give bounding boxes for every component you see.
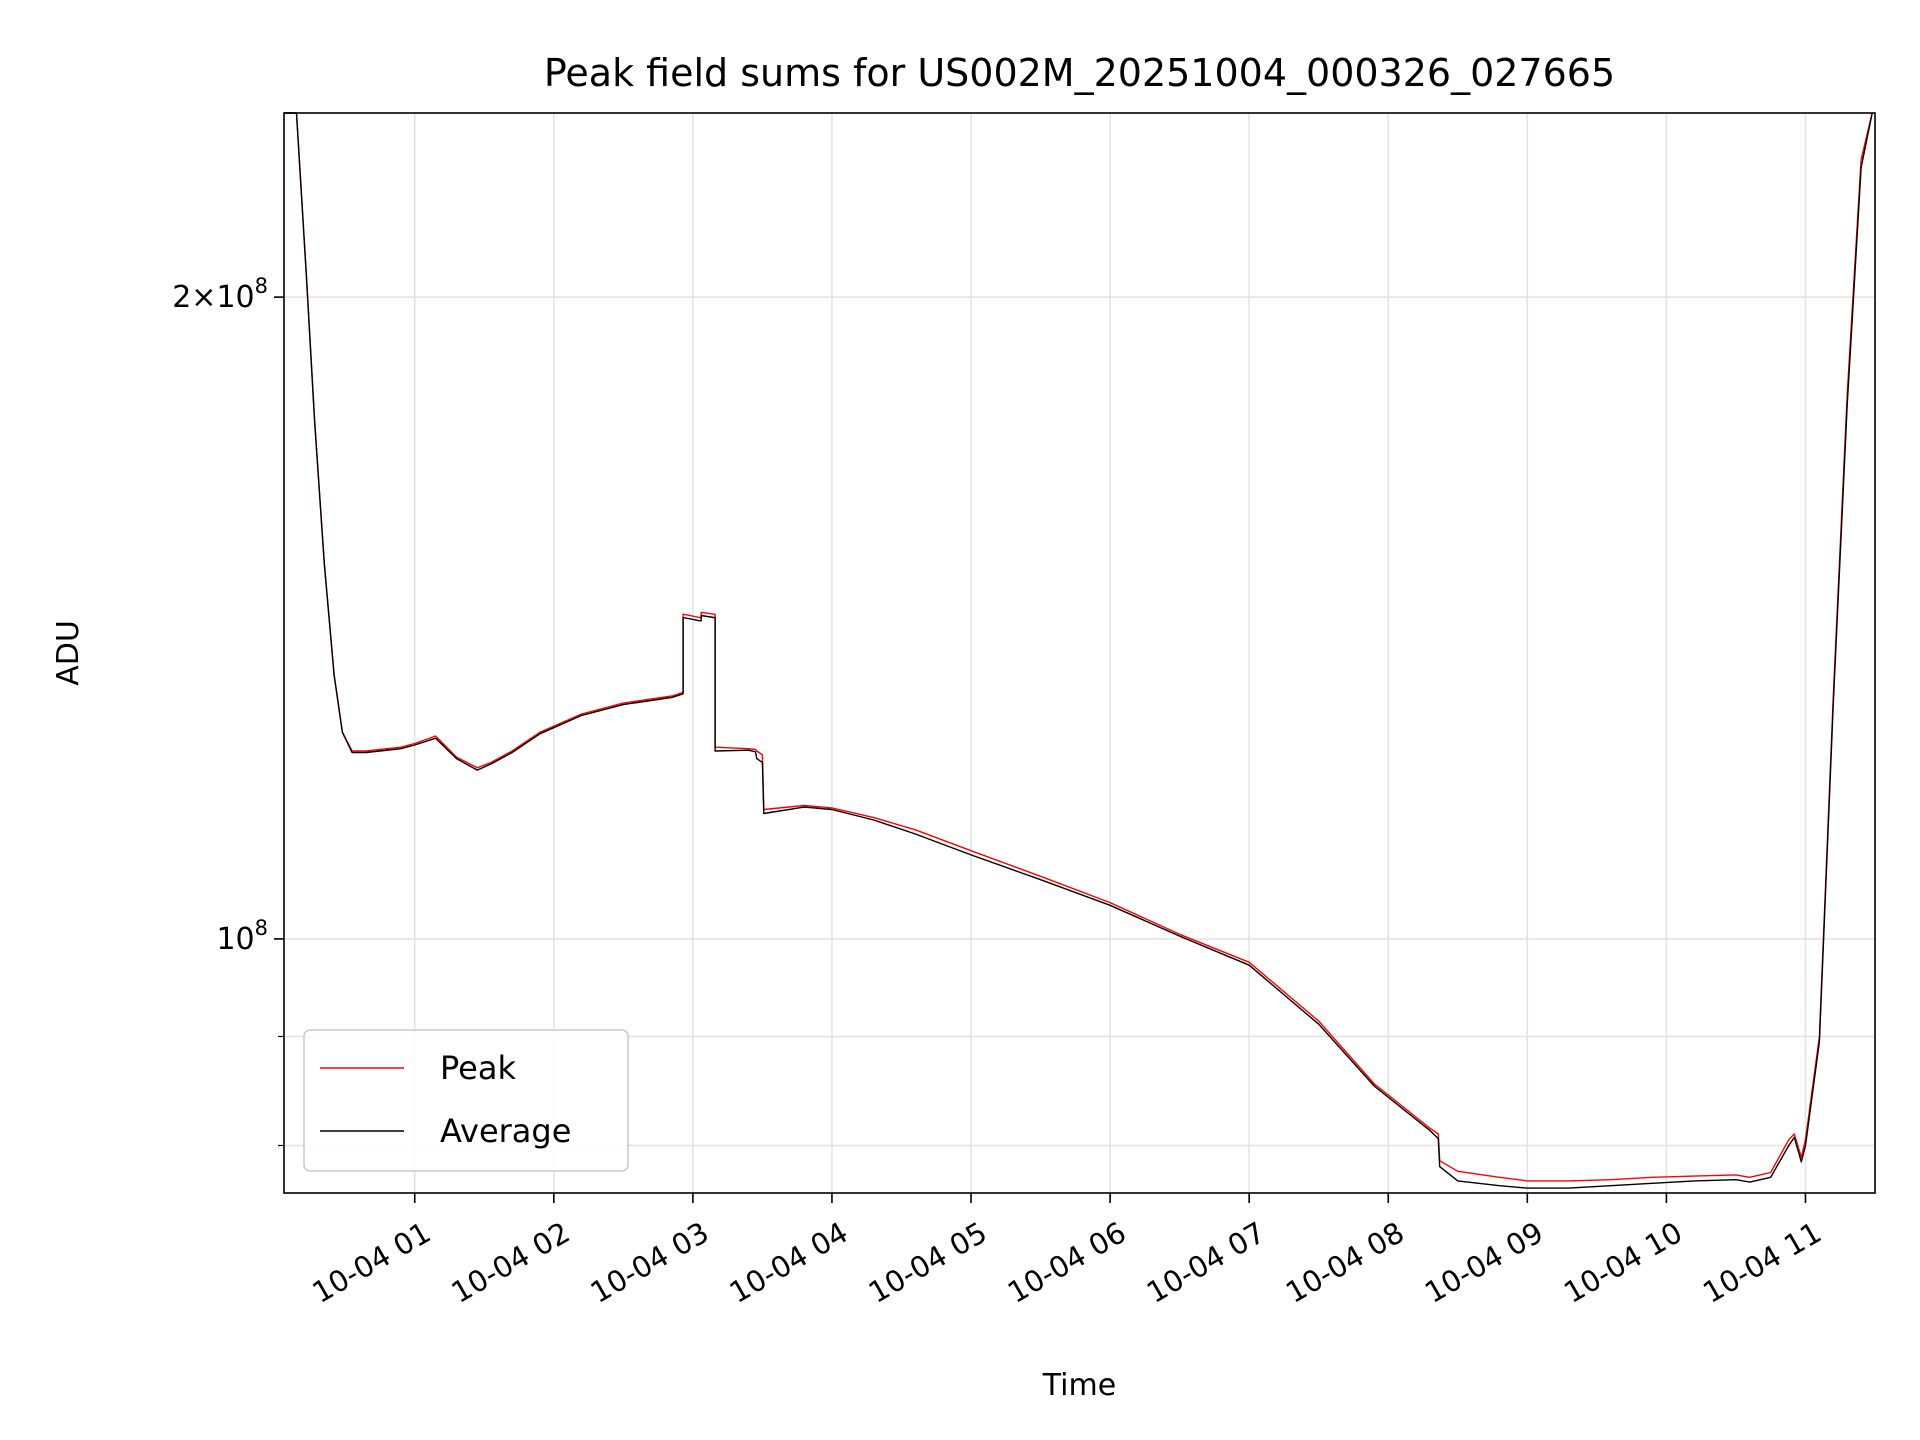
x-axis-label: Time	[1042, 1368, 1116, 1403]
y-tick-mantissa: 2×	[172, 280, 216, 315]
y-tick-base: 10	[216, 922, 254, 957]
series-line-average	[284, 112, 1873, 1189]
y-tick-label: 2×108	[172, 274, 268, 315]
grid	[284, 113, 1875, 1193]
series-line-peak	[284, 112, 1873, 1182]
y-tick-exponent: 8	[255, 274, 268, 298]
chart-title: Peak field sums for US002M_20251004_0003…	[544, 51, 1615, 95]
legend-label-average: Average	[440, 1112, 571, 1150]
y-axis-label: ADU	[51, 620, 86, 686]
legend: Peak Average	[303, 1029, 629, 1172]
plot-frame	[283, 112, 1876, 1194]
y-tick-base: 10	[216, 280, 254, 315]
legend-box	[303, 1029, 629, 1172]
y-tick-label: 108	[216, 916, 268, 957]
series-layer	[284, 112, 1873, 1189]
y-tick-exponent: 8	[255, 916, 268, 940]
legend-label-peak: Peak	[440, 1049, 516, 1087]
